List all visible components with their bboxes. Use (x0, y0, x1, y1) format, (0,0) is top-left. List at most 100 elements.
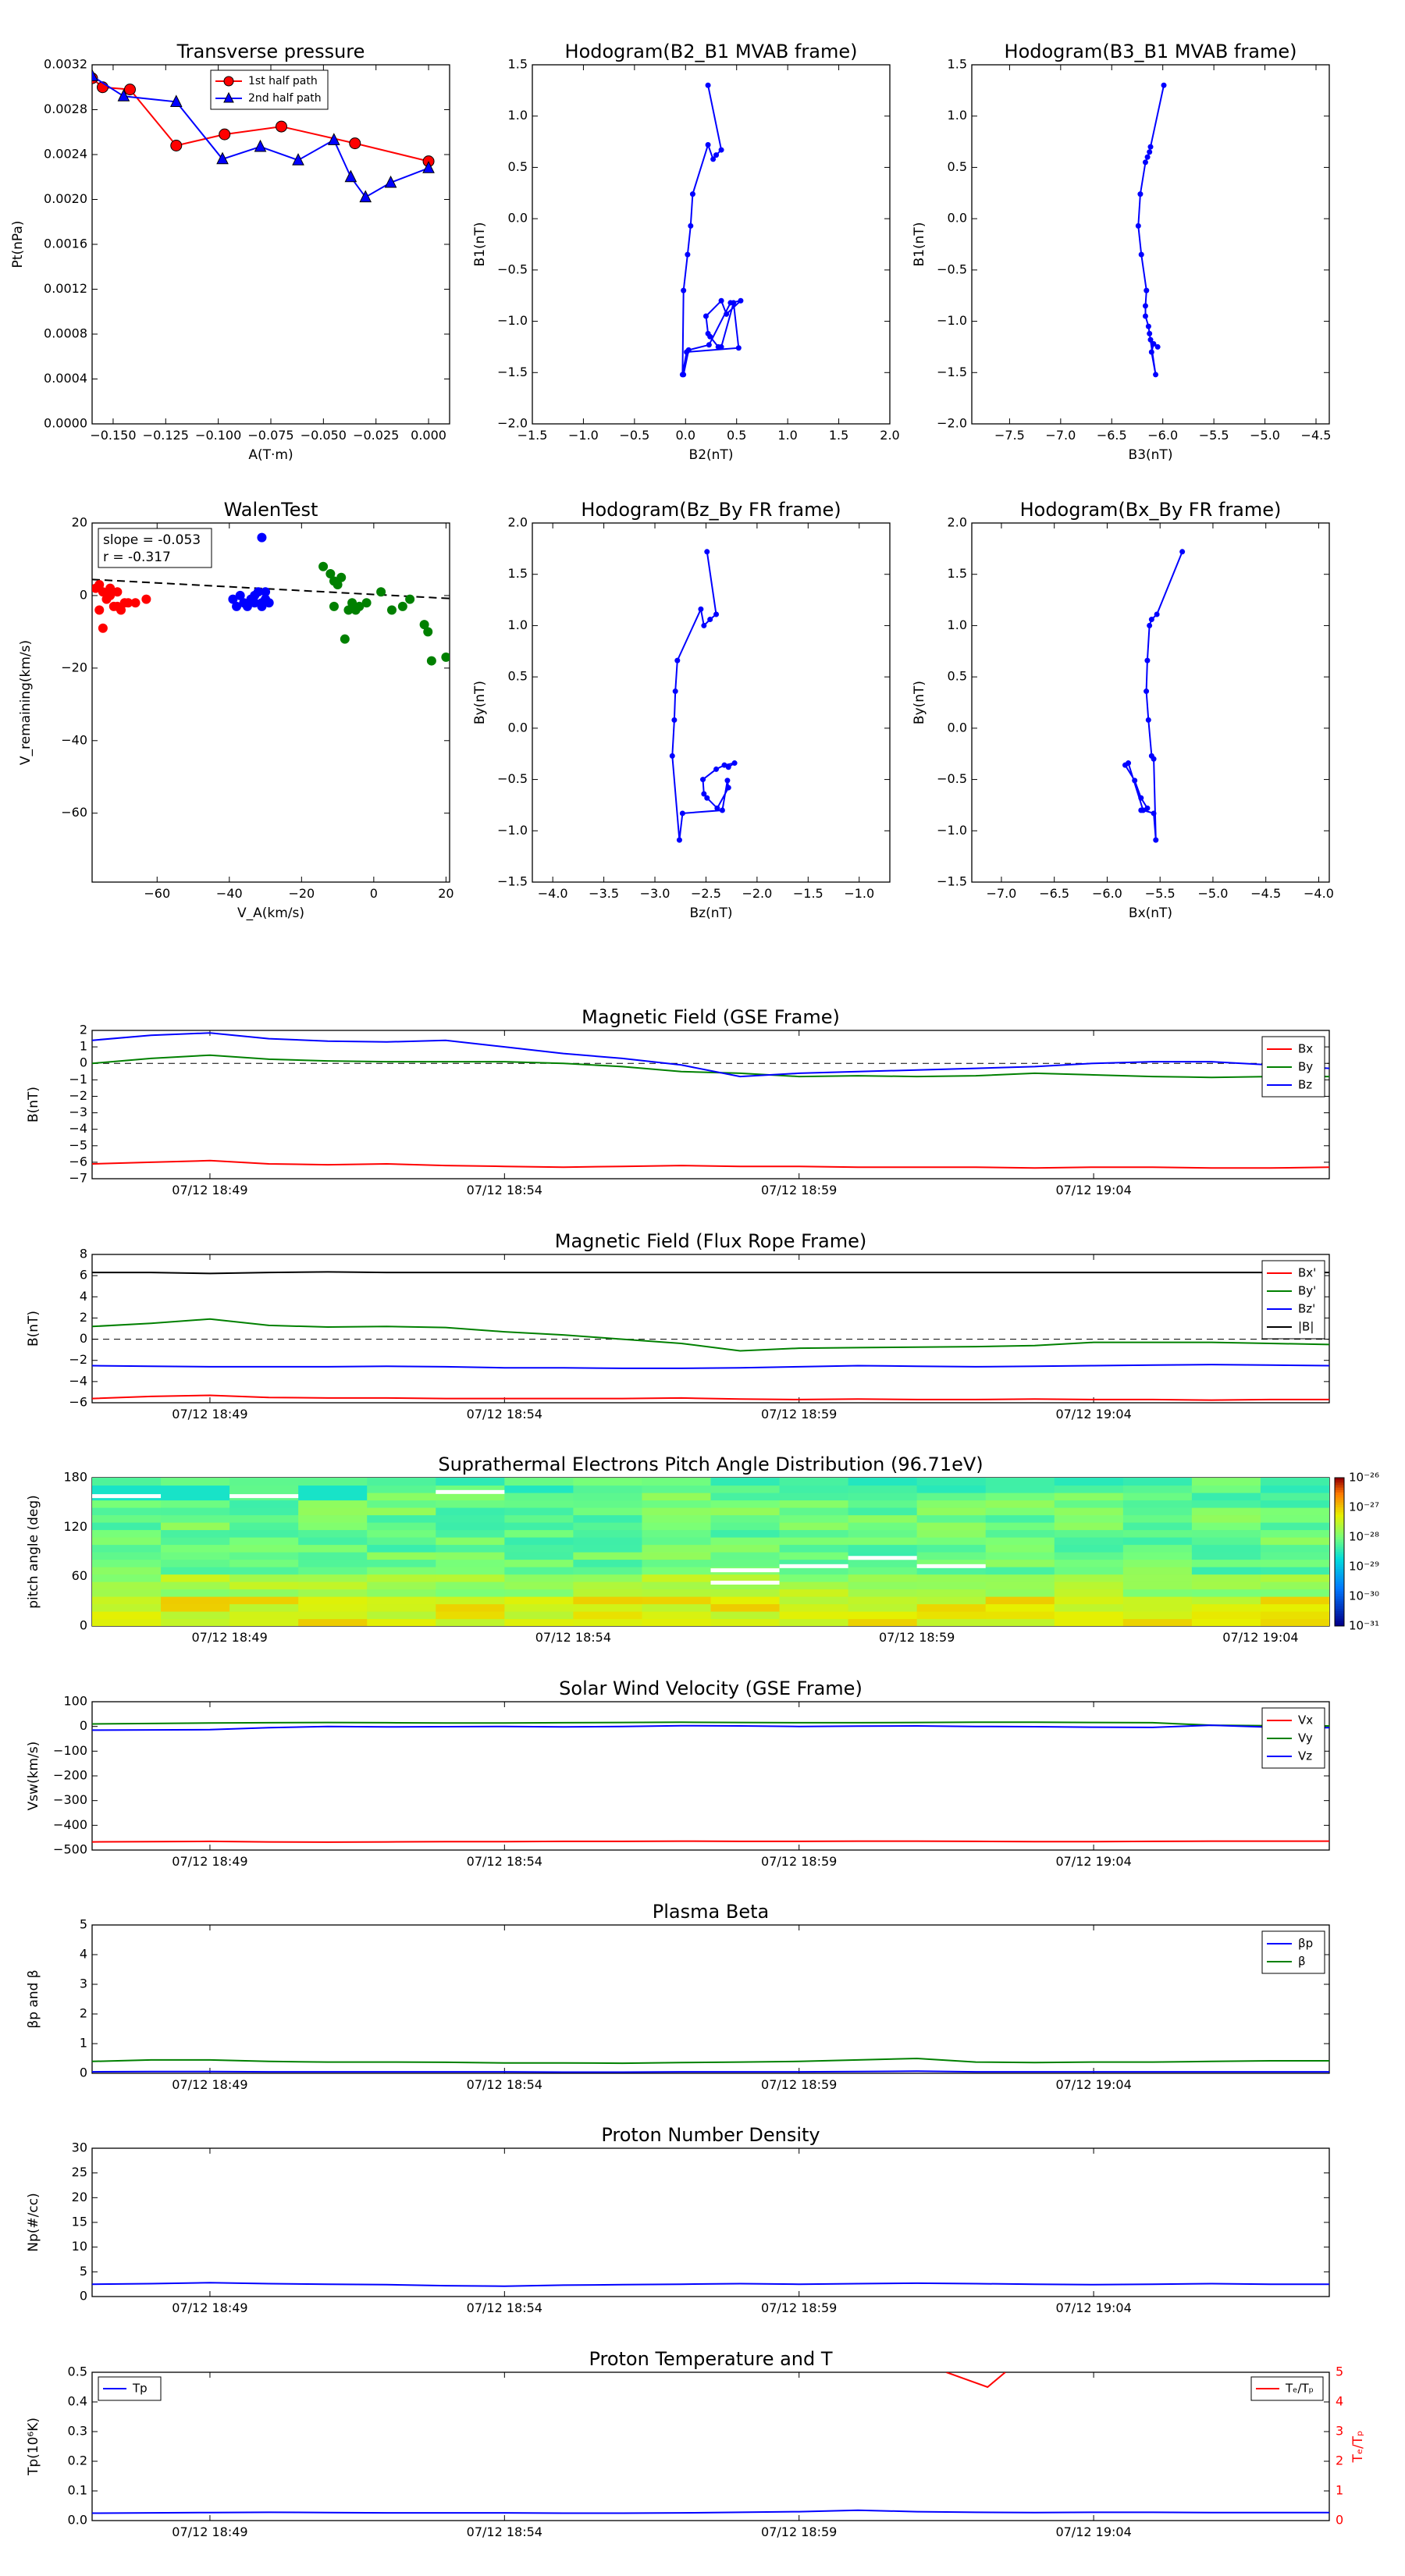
heatmap-cell (642, 1514, 712, 1523)
data-point (679, 810, 685, 817)
x-tick-label: −3.5 (589, 886, 619, 901)
heatmap-cell (710, 1582, 781, 1590)
heatmap-cell (436, 1596, 505, 1605)
x-tick-label: −0.5 (619, 428, 649, 443)
data-point (727, 300, 734, 306)
heatmap-cell (367, 1589, 436, 1597)
heatmap-cell (848, 1544, 918, 1553)
data-point (419, 620, 429, 630)
plot-frame (91, 1924, 1330, 2074)
plot-frame (532, 522, 891, 883)
colorbar-segment (1335, 1534, 1344, 1538)
colorbar-segment (1335, 1482, 1344, 1485)
y-tick-label: 0.0 (508, 211, 528, 226)
heatmap-cell (229, 1478, 299, 1486)
colorbar-segment (1335, 1480, 1344, 1483)
heatmap-cell (1191, 1507, 1261, 1516)
heatmap-cell (367, 1567, 436, 1575)
annotation-text: r = -0.317 (103, 550, 171, 565)
heatmap-cell (848, 1552, 918, 1560)
heatmap-cell (985, 1514, 1055, 1523)
heatmap-cell (1122, 1507, 1193, 1516)
x-tick-label: −1.0 (568, 428, 599, 443)
heatmap-cell (1122, 1611, 1193, 1620)
data-point (738, 297, 744, 304)
heatmap-cell (1191, 1559, 1261, 1567)
annotation-box (98, 528, 212, 568)
heatmap-cell (1260, 1507, 1329, 1516)
x-tick-label: −7.0 (987, 886, 1017, 901)
heatmap-cell (1191, 1522, 1261, 1531)
heatmap-cell (1260, 1514, 1329, 1523)
colorbar-segment (1335, 1616, 1344, 1619)
data-point (354, 601, 365, 611)
heatmap-cell (229, 1618, 299, 1626)
data-point (386, 605, 397, 615)
y-tick-label: 0.0024 (44, 147, 87, 162)
heatmap-cell (298, 1611, 368, 1620)
y-tick-label: −1.0 (497, 313, 528, 328)
heatmap-cell (229, 1596, 299, 1605)
heatmap-cell (779, 1582, 849, 1590)
legend-label: Vy (1298, 1731, 1313, 1745)
heatmap-cell (161, 1500, 230, 1508)
colorbar-segment (1335, 1567, 1344, 1570)
heatmap-cell (436, 1478, 505, 1486)
plot-frame (91, 2147, 1330, 2297)
data-point (1137, 191, 1144, 197)
heatmap-cell (642, 1611, 712, 1620)
heatmap-cell (985, 1574, 1055, 1582)
data-point (681, 287, 687, 294)
y-tick-label: 1.5 (508, 57, 528, 72)
x-tick-label: −0.025 (353, 428, 399, 443)
colorbar-segment (1335, 1564, 1344, 1567)
y-tick-label: 5 (80, 2264, 87, 2279)
heatmap-cell (1122, 1544, 1193, 1553)
heatmap-cell (92, 1522, 162, 1531)
legend-right: Tₑ/Tₚ (1250, 2376, 1324, 2401)
colorbar-segment (1335, 1603, 1344, 1607)
heatmap-cell (1122, 1485, 1193, 1493)
data-point (1147, 622, 1153, 628)
y-tick-label: 60 (72, 1568, 87, 1583)
y-tick-label: 15 (72, 2215, 87, 2229)
y-tick-label: 0.0032 (44, 57, 87, 72)
data-point (333, 579, 343, 589)
heatmap-cell (985, 1603, 1055, 1612)
hodogram-path (681, 85, 744, 375)
x-tick-label: 07/12 18:59 (761, 2300, 837, 2315)
y-tick-label: −40 (61, 732, 87, 747)
heatmap-cell (92, 1596, 162, 1605)
y-tick-label: −1.5 (937, 874, 967, 889)
x-axis-label: Bx(nT) (1129, 906, 1172, 921)
x-tick-label: 07/12 18:54 (467, 2300, 542, 2315)
heatmap-cell (642, 1567, 712, 1575)
heatmap-cell (161, 1589, 230, 1597)
heatmap-cell (1054, 1567, 1124, 1575)
heatmap-cell (1260, 1596, 1329, 1605)
heatmap-cell (1122, 1574, 1193, 1582)
heatmap-cell (848, 1567, 918, 1575)
heatmap-cell (985, 1507, 1055, 1516)
colorbar-segment (1335, 1606, 1344, 1610)
y-tick-label: −4 (69, 1121, 87, 1136)
data-point (1145, 717, 1151, 723)
x-tick-label: 20 (438, 886, 454, 901)
colorbar-segment (1335, 1502, 1344, 1506)
data-point (1145, 323, 1151, 329)
x-tick-label: 0.000 (411, 428, 446, 443)
y-tick-label: 120 (63, 1519, 87, 1534)
series-line (92, 1032, 1329, 1078)
data-point (671, 717, 678, 723)
y-tick-label: 20 (72, 2190, 87, 2204)
heatmap-cell (1054, 1514, 1124, 1523)
data-point (169, 94, 183, 107)
x-tick-label: −6.0 (1092, 886, 1122, 901)
legend-label: Bz' (1298, 1302, 1315, 1316)
heatmap-cell (161, 1493, 230, 1501)
heatmap-cell (161, 1618, 230, 1626)
data-point (1151, 810, 1157, 817)
heatmap-cell (848, 1485, 918, 1493)
data-point (1138, 807, 1144, 813)
panel-sw_vel: Solar Wind Velocity (GSE Frame) 07/12 18:… (26, 1678, 1330, 1869)
